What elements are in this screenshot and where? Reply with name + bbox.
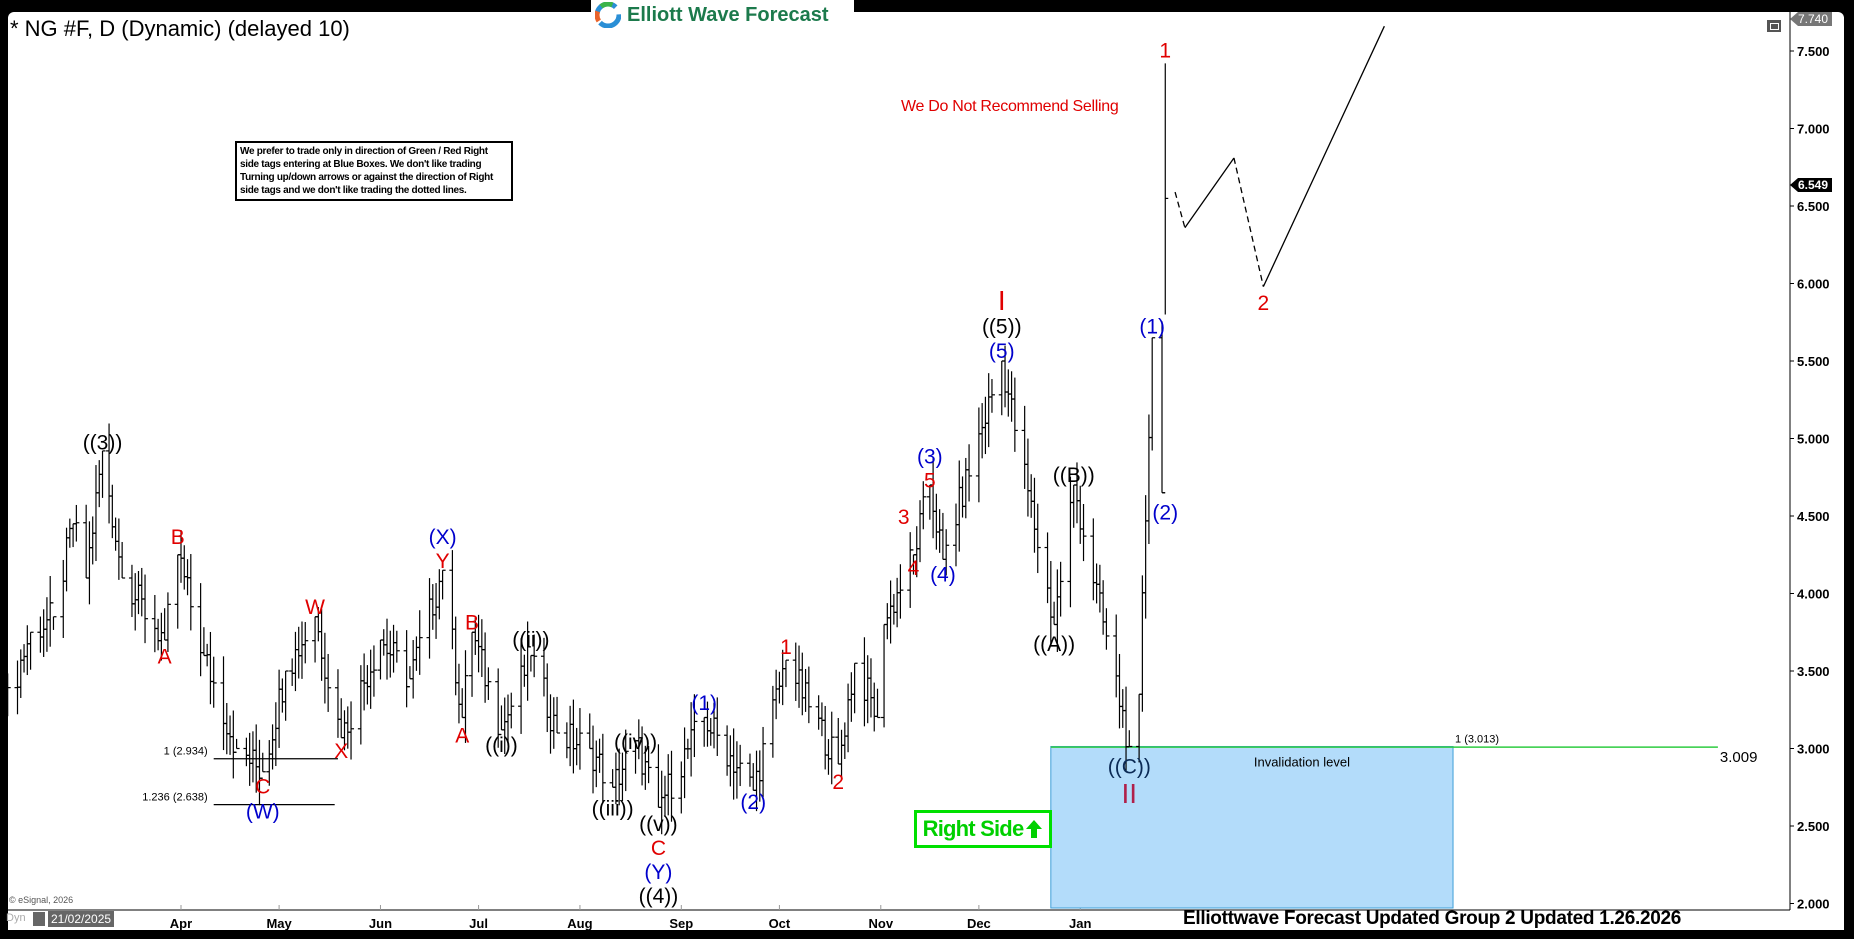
wave-label: ((3)) [83,432,123,455]
wave-label: A [158,646,172,669]
y-tick-label: 3.000 [1797,742,1830,757]
wave-label: Y [436,550,450,573]
wave-label: W [305,596,325,619]
wave-label: (5) [989,340,1015,363]
wave-label: A [455,725,469,748]
wave-label: 2 [1258,292,1270,315]
wave-label: ((5)) [982,315,1022,338]
y-tick-label: 6.500 [1797,199,1830,214]
y-tick-label: 5.500 [1797,354,1830,369]
wave-label: C [651,837,666,860]
wave-label: (W) [246,801,280,824]
logo-swirl-icon [595,2,621,28]
wave-label: ((i)) [485,734,518,757]
y-tick-label: 4.500 [1797,509,1830,524]
right-side-label: Right Side [922,816,1025,841]
y-tick-label: 4.000 [1797,587,1830,602]
y-tick-label: 6.000 [1797,277,1830,292]
logo: Elliott Wave Forecast [591,0,854,30]
invalidation-label: Invalidation level [1254,754,1350,769]
wave-label: ((B)) [1053,464,1095,487]
x-tick-label: Aug [567,916,592,931]
wave-label: (1) [691,692,717,715]
projection-path [1184,157,1235,229]
wave-label: B [171,526,185,549]
projection-path [1262,25,1385,287]
wave-label: X [334,740,348,763]
ohlc-bars [4,63,1169,835]
wave-label: C [255,776,270,799]
x-tick-label: Jul [469,916,488,931]
wave-label: ((C)) [1108,756,1151,779]
fib-label: 1 (2.934) [164,746,208,758]
wave-label: II [1122,778,1138,809]
wave-label: ((iv)) [614,731,657,754]
update-footer: Elliottwave Forecast Updated Group 2 Upd… [1183,908,1682,929]
high-price-tag: 7.740 [1790,12,1833,26]
x-tick-label: Sep [669,916,693,931]
arrow-up-icon [1026,820,1043,838]
blue-box [1050,745,1454,909]
restore-window-icon[interactable] [1767,20,1781,32]
y-tick-label: 7.500 [1797,44,1830,59]
calendar-icon[interactable] [33,912,45,926]
wave-label: 1 [780,636,792,659]
chart-title: * NG #F, D (Dynamic) (delayed 10) [10,16,350,41]
x-tick-label: Jan [1069,916,1091,931]
wave-label: 5 [924,470,936,493]
wave-label: ((iii)) [592,797,634,820]
x-tick-label: Apr [170,916,192,931]
y-tick-label: 7.000 [1797,122,1830,137]
projection-path [1174,191,1186,228]
wave-label: ((4)) [639,885,679,908]
wave-label: (X) [429,526,457,549]
cursor-date-readout: 21/02/2025 [48,911,115,927]
y-tick-label: 5.000 [1797,432,1830,447]
wave-label: 3 [898,506,910,529]
x-tick-label: Jun [369,916,392,931]
fib-label: 1.236 (2.638) [142,792,207,804]
chart-panel [8,12,1844,930]
no-sell-note: We Do Not Recommend Selling [901,98,1119,115]
mode-label[interactable]: Dyn [6,912,26,924]
wave-label: ((ii)) [512,628,549,651]
wave-label: (1) [1139,315,1165,338]
y-tick-label: 3.500 [1797,664,1830,679]
wave-label: ((A)) [1033,633,1075,656]
projection-path [1233,157,1265,287]
fib-label: 1 (3.013) [1455,733,1499,745]
wave-label: 1 [1159,39,1171,62]
disclaimer-note: We prefer to trade only in direction of … [235,141,513,201]
wave-label: ((v)) [639,813,677,836]
right-side-tag: Right Side [914,810,1052,848]
wave-label: B [465,611,479,634]
logo-text: Elliott Wave Forecast [627,3,829,26]
wave-label: (Y) [644,861,672,884]
y-tick-label: 2.000 [1797,897,1830,912]
wave-label: 4 [908,557,920,580]
wave-label: (2) [1152,501,1178,524]
x-tick-label: Nov [868,916,893,931]
copyright: © eSignal, 2026 [9,895,74,905]
wave-label: (2) [740,791,766,814]
wave-label: (4) [930,563,956,586]
x-tick-label: Dec [967,916,991,931]
y-tick-label: 2.500 [1797,819,1830,834]
x-tick-label: Oct [769,916,791,931]
wave-label: I [998,285,1006,316]
wave-label: (3) [917,446,943,469]
wave-label: 2 [832,771,844,794]
last-price-tag: 6.549 [1790,178,1833,192]
invalidation-price: 3.009 [1720,749,1758,766]
x-tick-label: May [266,916,292,931]
